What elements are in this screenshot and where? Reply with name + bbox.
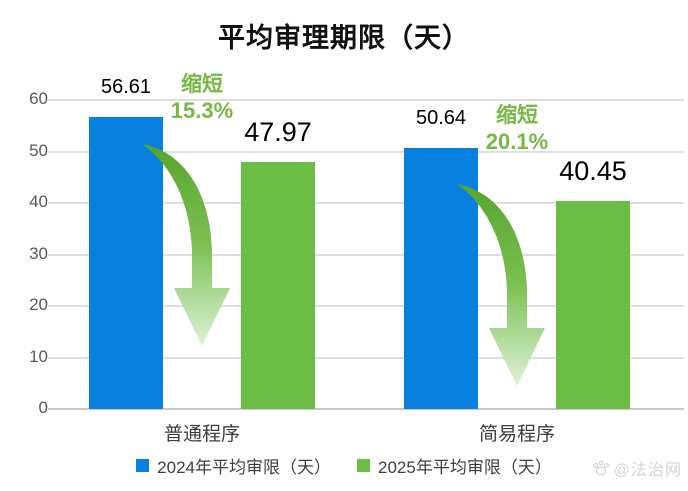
gridline-0 [48, 408, 684, 410]
category-label-普通程序: 普通程序 [163, 424, 241, 445]
value-label: 50.64 [415, 107, 467, 130]
value-label: 40.45 [559, 155, 627, 186]
watermark-text: @法治网 [613, 462, 682, 479]
bar-简易程序-2024年平均审限（天） [404, 148, 478, 409]
bar-简易程序-2025年平均审限（天） [556, 200, 630, 409]
reduction-label: 缩短 [180, 73, 223, 97]
reduction-annotation: 缩短 20.1% [486, 103, 548, 155]
legend-item-2024: 2024年平均审限（天） [136, 453, 331, 478]
reduction-annotation: 缩短 15.3% [171, 72, 233, 124]
gridline-30 [48, 253, 684, 256]
chart-title: 平均审理期限（天） [218, 23, 470, 53]
y-axis-tick-60: 60 [29, 89, 48, 108]
y-axis-tick-0: 0 [38, 398, 48, 417]
watermark: @法治网 [591, 456, 682, 480]
legend-item-2025: 2025年平均审限（天） [357, 453, 552, 478]
gridline-40 [48, 202, 684, 204]
category-label-简易程序: 简易程序 [478, 424, 556, 445]
y-axis-tick-20: 20 [29, 295, 48, 314]
value-label: 56.61 [100, 76, 152, 99]
decrease-arrow-icon [457, 184, 545, 386]
legend-label-2025: 2025年平均审限（天） [378, 458, 552, 477]
legend-label-2024: 2024年平均审限（天） [157, 458, 331, 477]
legend: 2024年平均审限（天） 2025年平均审限（天） [0, 453, 688, 478]
reduction-percentage: 20.1% [485, 129, 549, 155]
gridline-10 [48, 356, 684, 359]
gridline-20 [48, 305, 684, 307]
y-axis-tick-10: 10 [29, 346, 48, 366]
reduction-label: 缩短 [495, 104, 538, 128]
y-axis-tick-30: 30 [29, 243, 48, 263]
bar-普通程序-2024年平均审限（天） [89, 117, 163, 409]
y-axis-tick-40: 40 [29, 192, 48, 211]
bar-普通程序-2025年平均审限（天） [241, 161, 315, 409]
decrease-arrow-icon [142, 144, 230, 346]
gridline-60 [48, 99, 684, 101]
gridline-50 [48, 150, 684, 153]
value-label: 47.97 [244, 116, 312, 147]
legend-swatch-2025 [357, 459, 370, 472]
legend-swatch-2024 [136, 459, 150, 472]
reduction-percentage: 15.3% [170, 98, 234, 124]
y-axis-tick-50: 50 [29, 140, 48, 160]
paw-icon [592, 460, 609, 476]
